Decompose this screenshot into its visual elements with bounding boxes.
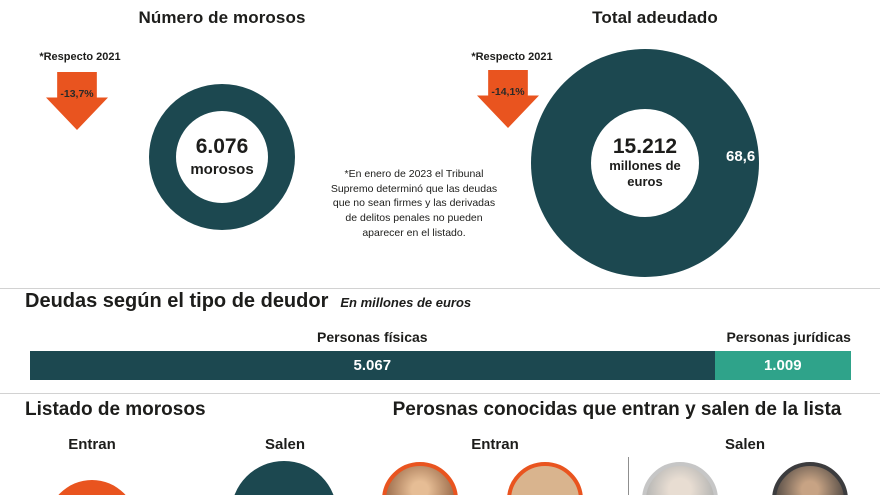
donut-center: 6.076 morosos [176,111,268,203]
down-arrow-icon: -14,1% [477,70,539,128]
listado-column-salen: Salen [264,436,306,453]
bar-segment-juridicas: 1.009 [714,351,851,380]
donut-center: 15.212 millones de euros [591,109,699,217]
segment-label-fisicas: Personas físicas [317,329,428,345]
adeudado-unit-line2: euros [627,174,663,190]
supreme-court-footnote: *En enero de 2023 el Tribunal Supremo de… [330,168,498,239]
person-photo-salen-2 [772,462,848,495]
listado-column-entran: Entran [68,436,116,453]
adeudado-chart-title: Total adeudado [592,8,718,27]
segment-label-juridicas: Personas jurídicas [726,329,851,345]
reference-2021-label-left: *Respecto 2021 [39,51,121,63]
avatar-salen-circle [231,461,337,495]
adeudado-value: 15.212 [612,134,678,158]
down-arrow-icon: -13,7% [46,72,108,130]
personas-section-title: Perosnas conocidas que entran y salen de… [392,399,842,420]
bar-segment-labels: Personas físicas Personas jurídicas [30,329,851,345]
deudas-stacked-bar: 5.067 1.009 [30,351,851,380]
ring-value-label: 68,6 [726,148,756,165]
section-divider [0,288,880,289]
deudas-section-title: Deudas según el tipo de deudor [25,290,329,312]
deudas-unit-subtitle: En millones de euros [340,295,472,310]
person-photo-salen-1 [642,462,718,495]
adeudado-donut-chart: 15.212 millones de euros [531,49,759,277]
morosos-value: 6.076 [195,135,249,159]
bar-segment-fisicas: 5.067 [30,351,715,380]
change-percentage-right: -14,1% [491,86,525,98]
adeudado-unit-line1: millones de [609,157,681,173]
reference-2021-label-right: *Respecto 2021 [471,51,553,63]
personas-column-salen: Salen [724,436,766,453]
person-photo-entran-2 [507,462,583,495]
avatar-entran-circle [47,480,137,495]
section-divider [0,393,880,394]
morosos-unit: morosos [190,160,254,178]
column-divider [628,457,629,495]
morosos-donut-chart: 6.076 morosos [149,84,295,230]
personas-column-entran: Entran [471,436,519,453]
deudas-title-row: Deudas según el tipo de deudor En millon… [25,290,471,313]
listado-section-title: Listado de morosos [25,399,206,420]
change-percentage-left: -13,7% [60,88,94,100]
morosos-chart-title: Número de morosos [138,8,306,27]
person-photo-entran-1 [382,462,458,495]
